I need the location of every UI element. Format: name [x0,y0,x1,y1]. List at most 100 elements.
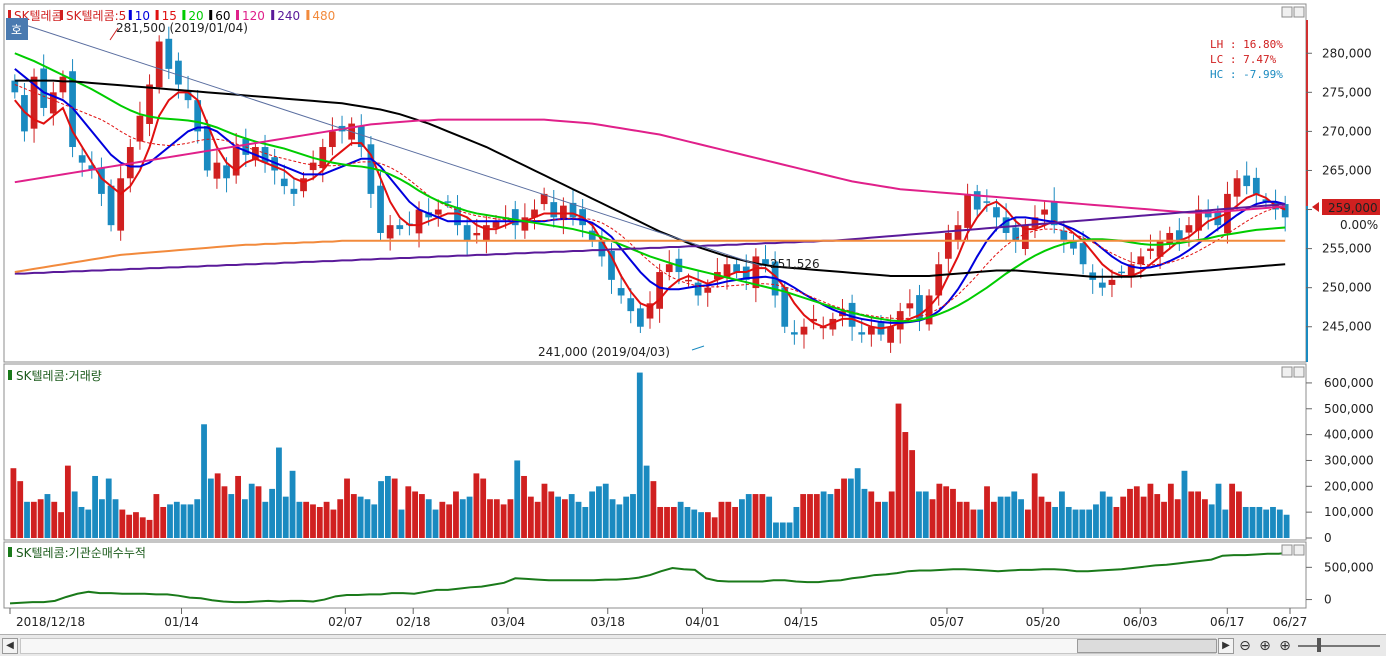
volume-bar [241,499,248,538]
volume-bar [119,509,126,538]
candle [964,193,971,228]
candle [232,147,240,176]
volume-bar [167,504,173,538]
volume-bar [561,499,568,538]
pane-controls-institution[interactable] [1281,544,1305,556]
candle [1098,282,1106,288]
volume-bar [555,496,561,538]
volume-bar [344,478,350,538]
volume-bar [807,494,813,538]
scroll-left-button[interactable]: ◀ [2,638,18,654]
volume-bar [398,509,405,538]
zoom-slider[interactable] [1298,645,1380,647]
volume-bar [602,483,609,538]
volume-bar [1133,486,1140,538]
volume-bar [827,494,834,538]
candle [1214,211,1222,226]
candle [444,201,452,203]
candle [935,264,943,296]
volume-bar [1188,491,1195,538]
legend-item[interactable]: 480 [312,9,335,23]
candle [155,41,163,88]
scroll-thumb[interactable] [1077,639,1217,653]
institution-y-axis: 500,000 0 [1306,560,1374,607]
legend-item[interactable]: 240 [277,9,300,23]
volume-bar [589,491,596,538]
horizontal-scrollbar[interactable]: ◀ ▶ ⊖ ⊕ ⊕ [0,634,1386,656]
candle [40,68,48,108]
candle [646,303,654,319]
pane-controls-price[interactable] [1281,6,1305,18]
volume-bar [1174,499,1181,538]
volume-bar [473,473,480,538]
legend-item[interactable]: SK텔레콤:5 [66,9,126,23]
volume-bar [1270,506,1276,538]
badge[interactable] [6,18,28,40]
volume-bar [187,504,194,538]
scroll-track[interactable] [20,638,1217,654]
candle [357,126,365,148]
volume-bar [1263,509,1270,538]
legend-item[interactable]: 120 [242,9,265,23]
legend-item[interactable]: 15 [162,9,177,23]
current-price-pointer [1312,202,1319,212]
legend-item[interactable]: 60 [215,9,230,23]
volume-bar [548,491,555,538]
volume-bar [105,478,112,538]
scroll-right-button[interactable]: ▶ [1218,638,1234,654]
candle [1118,271,1125,274]
volume-bar [221,486,228,538]
volume-bar [997,496,1004,538]
volume-bar [834,488,841,538]
x-tick-label: 04/01 [685,615,720,629]
volume-bar [194,499,201,538]
volume-bar [1236,491,1242,538]
volume-bar [698,512,704,538]
candle [271,157,279,171]
zoom-in-icon[interactable]: ⊕ [1259,638,1271,654]
legend-item[interactable]: 10 [135,9,150,23]
y-tick-label: 600,000 [1324,376,1374,390]
volume-bar [521,475,527,538]
candle [175,60,182,85]
price-moving-averages [14,52,1286,330]
candle [473,232,481,236]
volume-bar [1229,483,1236,538]
y-tick-label: 250,000 [1322,281,1372,295]
y-tick-label: 270,000 [1322,124,1372,138]
candle [59,76,67,93]
candle [704,287,712,293]
candle [1175,230,1183,241]
candle [415,209,423,234]
volume-bar [630,494,636,538]
volume-bar [507,499,514,538]
zoom-out-icon[interactable]: ⊖ [1239,638,1251,654]
x-tick-label: 02/07 [328,615,363,629]
candle [454,207,461,226]
trendline[interactable] [9,19,763,267]
volume-bar [173,501,180,538]
candle [733,264,740,273]
legend-item[interactable]: 20 [188,9,203,23]
volume-bar [854,468,861,538]
candle [319,147,327,169]
candle [685,279,692,282]
candle [627,298,635,312]
pane-controls-volume[interactable] [1281,366,1305,378]
volume-bar [1201,499,1208,538]
zoom-slider-knob[interactable] [1317,638,1321,652]
zoom-reset-icon[interactable]: ⊕ [1279,638,1291,654]
candle [521,217,529,231]
candle [867,326,875,335]
volume-bar [92,475,99,538]
volume-bar [800,494,807,538]
y-tick-label: 500,000 [1324,560,1374,574]
volume-bar [793,506,800,538]
volume-bar [514,460,521,538]
candle [1031,217,1039,228]
volume-bar [412,491,419,538]
volume-bar [248,483,255,538]
volume-bar [1106,496,1113,538]
y-tick-label: 0 [1324,593,1332,607]
volume-bar [1195,491,1201,538]
